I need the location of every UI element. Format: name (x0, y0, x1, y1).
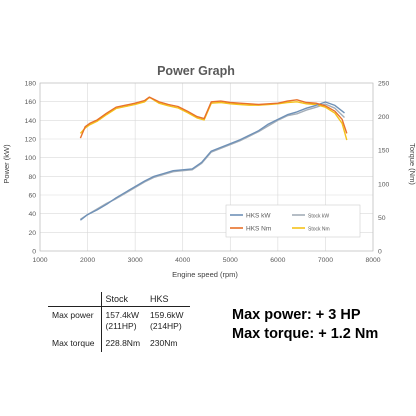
spec-stock-value: 228.8Nm (105, 338, 141, 348)
spec-stock-value: 157.4kW (211HP) (105, 310, 140, 331)
legend-box (225, 204, 361, 238)
legend-label-hks-nm: HKS Nm (246, 225, 271, 232)
y-axis-left-label: Power (kW) (2, 144, 11, 184)
chart-title: Power Graph (157, 64, 235, 78)
y-left-tick-label: 80 (28, 174, 36, 181)
legend-label-hks-kw: HKS kW (246, 212, 271, 219)
spec-header-hks: HKS (146, 292, 190, 307)
spec-row-label: Max power (48, 306, 102, 335)
y-axis-right-label: Torque (Nm) (408, 143, 416, 185)
y-right-tick-label: 50 (378, 215, 386, 222)
x-tick-label: 8000 (365, 257, 380, 264)
y-right-tick-label: 200 (378, 114, 390, 121)
spec-hks-value: 159.6kW (214HP) (150, 310, 184, 331)
power-graph-chart: Power Graph 0204060801001201401601801000… (2, 64, 416, 279)
y-right-tick-label: 100 (378, 181, 390, 188)
x-axis-label: Engine speed (rpm) (172, 270, 238, 279)
max-torque-gain: Max torque: + 1.2 Nm (232, 326, 379, 342)
x-tick-label: 1000 (32, 257, 47, 264)
x-tick-label: 2000 (80, 257, 95, 264)
y-left-tick-label: 140 (25, 118, 37, 125)
series-hks-kw-line (79, 101, 345, 221)
series-lines (79, 96, 348, 221)
spec-row-label: Max torque (48, 335, 102, 352)
y-left-tick-label: 120 (25, 137, 37, 144)
max-power-gain: Max power: + 3 HP (232, 307, 361, 323)
series-stock-nm-line (79, 96, 348, 141)
y-left-tick-label: 40 (28, 211, 36, 218)
gain-summary: Max power: + 3 HP Max torque: + 1.2 Nm (232, 306, 412, 344)
chart-legend: HKS kW Stock kW HKS Nm Stock Nm (225, 204, 361, 238)
spec-table: Stock HKS Max power 157.4kW (211HP) 159.… (48, 292, 190, 352)
x-tick-label: 3000 (128, 257, 143, 264)
spec-row-max-torque: Max torque 228.8Nm 230Nm (48, 335, 190, 352)
y-right-tick-label: 0 (378, 249, 382, 256)
y-left-tick-label: 160 (25, 99, 37, 106)
series-hks-nm-line (79, 96, 348, 139)
spec-header-empty (48, 292, 102, 307)
plot-frame (39, 82, 374, 252)
x-tick-label: 5000 (223, 257, 238, 264)
x-tick-label: 7000 (318, 257, 333, 264)
y-left-tick-label: 20 (28, 230, 36, 237)
x-tick-label: 4000 (175, 257, 190, 264)
y-left-tick-label: 60 (28, 193, 36, 200)
y-left-tick-label: 100 (25, 155, 37, 162)
spec-hks-value: 230Nm (150, 338, 178, 348)
series-stock-kw-line (80, 103, 345, 220)
spec-header-stock: Stock (101, 292, 147, 307)
spec-row-max-power: Max power 157.4kW (211HP) 159.6kW (214HP… (48, 306, 190, 335)
x-tick-label: 6000 (270, 257, 285, 264)
legend-label-stock-kw: Stock kW (308, 213, 329, 219)
legend-label-stock-nm: Stock Nm (308, 226, 330, 232)
y-left-tick-label: 0 (32, 249, 36, 256)
y-right-tick-label: 150 (378, 148, 390, 155)
spec-table-header: Stock HKS (48, 292, 190, 307)
y-right-tick-label: 250 (378, 81, 390, 88)
y-left-tick-label: 180 (25, 81, 37, 88)
